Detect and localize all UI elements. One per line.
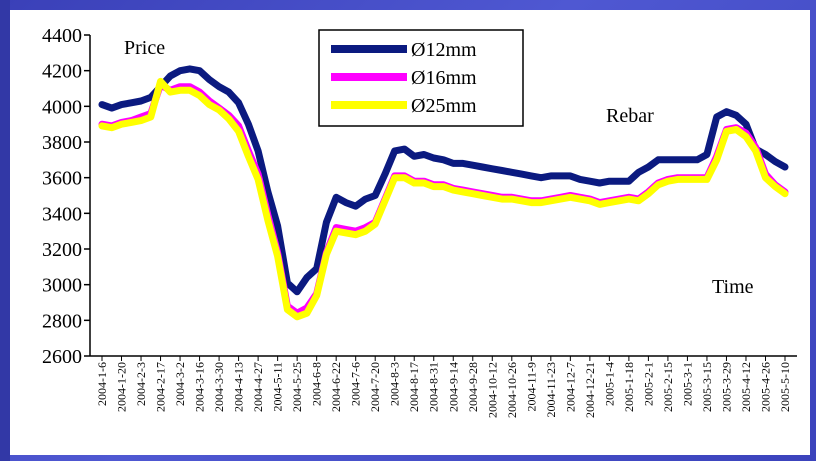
chart-panel: 2600 2800 3000 3200 3400 3600 3800 4000 4200 4400… <box>10 10 810 455</box>
x-tick-label: 2004-5-11 <box>271 362 285 412</box>
y-tick-label: 4400 <box>42 25 82 47</box>
y-axis: 2600 2800 3000 3200 3400 3600 3800 4000 4200 4400 <box>42 25 91 368</box>
y-tick-label: 3200 <box>42 239 82 261</box>
x-tick-label: 2004-9-14 <box>446 362 460 412</box>
y-tick-label: 3000 <box>42 275 82 297</box>
legend-label-12mm: Ø12mm <box>411 39 477 61</box>
x-tick-label: 2004-3-16 <box>193 362 207 412</box>
x-tick-label: 2004-11-23 <box>544 362 558 418</box>
chart-annotation-rebar: Rebar <box>606 105 654 127</box>
series-line-0 <box>98 65 789 296</box>
x-tick-label: 2004-6-22 <box>329 362 343 412</box>
x-tick-label: 2004-3-30 <box>212 362 226 412</box>
x-tick-label: 2004-7-20 <box>368 362 382 412</box>
x-tick-label: 2004-2-17 <box>154 362 168 412</box>
y-tick-label: 4000 <box>42 96 82 118</box>
x-tick-label: 2004-9-28 <box>466 362 480 412</box>
x-tick-label: 2004-10-26 <box>505 362 519 418</box>
x-tick-label: 2004-8-17 <box>407 362 421 412</box>
x-axis-label: Time <box>712 276 754 298</box>
legend-label-25mm: Ø25mm <box>411 95 477 117</box>
series-layer <box>98 65 789 321</box>
legend: Ø12mm Ø16mm Ø25mm <box>318 29 524 127</box>
x-tick-label: 2005-5-10 <box>778 362 792 412</box>
x-tick-label: 2004-8-3 <box>388 362 402 406</box>
y-tick-label: 2800 <box>42 310 82 332</box>
x-tick-label: 2004-1-6 <box>95 362 109 406</box>
x-tick-label: 2005-4-12 <box>739 362 753 412</box>
y-tick-label: 3400 <box>42 203 82 225</box>
y-tick-label: 3800 <box>42 132 82 154</box>
x-tick-label: 2004-1-20 <box>115 362 129 412</box>
x-tick-label: 2004-11-9 <box>524 362 538 412</box>
y-tick-label: 2600 <box>42 346 82 368</box>
y-axis-label: Price <box>124 37 165 59</box>
y-tick-label: 3600 <box>42 168 82 190</box>
slide-left-strip <box>0 0 10 461</box>
x-tick-label: 2005-3-29 <box>719 362 733 412</box>
x-tick-label: 2005-1-18 <box>622 362 636 412</box>
x-axis: 2004-1-6 2004-1-20 2004-2-3 2004-2-17 2004-3… <box>90 355 797 418</box>
x-tick-label: 2005-2-15 <box>661 362 675 412</box>
x-tick-label: 2005-3-15 <box>700 362 714 412</box>
series-line-2 <box>98 77 789 321</box>
x-tick-label: 2004-6-8 <box>310 362 324 406</box>
x-tick-label: 2005-3-1 <box>680 362 694 406</box>
x-tick-label: 2004-3-2 <box>173 362 187 406</box>
x-tick-label: 2005-1-4 <box>602 362 616 406</box>
y-tick-label: 4200 <box>42 61 82 83</box>
x-tick-label: 2004-12-21 <box>583 362 597 418</box>
rebar-price-chart: 2600 2800 3000 3200 3400 3600 3800 4000 4200 4400… <box>42 25 797 418</box>
x-tick-label: 2004-5-25 <box>290 362 304 412</box>
x-tick-label: 2004-12-7 <box>563 362 577 412</box>
x-tick-label: 2005-2-1 <box>641 362 655 406</box>
x-tick-label: 2004-8-31 <box>427 362 441 412</box>
x-tick-label: 2004-4-27 <box>251 362 265 412</box>
x-tick-label: 2004-2-3 <box>134 362 148 406</box>
x-tick-label: 2004-4-13 <box>232 362 246 412</box>
x-tick-label: 2005-4-26 <box>758 362 772 412</box>
legend-label-16mm: Ø16mm <box>411 67 477 89</box>
x-tick-label: 2004-7-6 <box>349 362 363 406</box>
x-tick-label: 2004-10-12 <box>485 362 499 418</box>
